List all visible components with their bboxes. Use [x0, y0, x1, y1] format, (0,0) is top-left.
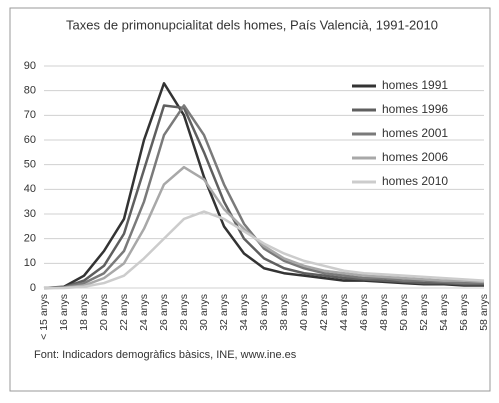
x-tick-label: 42 anys	[318, 294, 330, 331]
legend-label: homes 1991	[382, 78, 448, 92]
x-tick-label: 52 anys	[418, 294, 430, 331]
chart-title: Taxes de primonupcialitat dels homes, Pa…	[66, 17, 438, 32]
y-tick-label: 60	[24, 134, 36, 146]
x-tick-label: 48 anys	[378, 294, 390, 331]
x-tick-label: 18 anys	[78, 294, 90, 331]
y-tick-label: 10	[24, 257, 36, 269]
line-series	[43, 165, 485, 290]
x-tick-label: 16 anys	[58, 294, 70, 331]
x-tick-label: 28 anys	[178, 294, 190, 331]
y-tick-label: 0	[30, 282, 36, 294]
y-tick-label: 70	[24, 109, 36, 121]
x-tick-label: < 15 anys	[38, 294, 50, 340]
x-tick-label: 26 anys	[158, 294, 170, 331]
x-tick-label: 56 anys	[458, 294, 470, 331]
line-series	[43, 104, 484, 290]
legend-label: homes 1996	[382, 102, 448, 116]
line-series	[43, 104, 484, 290]
y-tick-label: 30	[24, 208, 36, 220]
legend-label: homes 2001	[382, 126, 448, 140]
x-tick-label: 24 anys	[138, 294, 150, 331]
x-tick-label: 40 anys	[298, 294, 310, 331]
x-tick-label: 38 anys	[278, 294, 290, 331]
x-tick-label: 32 anys	[218, 294, 230, 331]
y-tick-label: 90	[24, 60, 36, 72]
y-tick-label: 40	[24, 183, 36, 195]
y-tick-label: 50	[24, 159, 36, 171]
x-tick-label: 36 anys	[258, 294, 270, 331]
source-note: Font: Indicadors demogràfics bàsics, INE…	[34, 349, 297, 361]
y-tick-label: 80	[24, 85, 36, 97]
line-series	[44, 210, 485, 290]
x-tick-label: 50 anys	[398, 294, 410, 331]
x-tick-label: 58 anys	[478, 294, 490, 331]
x-tick-label: 34 anys	[238, 294, 250, 331]
x-tick-label: 30 anys	[198, 294, 210, 331]
y-tick-label: 20	[24, 233, 36, 245]
legend-label: homes 2010	[382, 174, 448, 188]
x-tick-label: 22 anys	[118, 294, 130, 331]
x-tick-label: 44 anys	[338, 294, 350, 331]
legend-label: homes 2006	[382, 150, 448, 164]
frame	[9, 7, 491, 392]
x-tick-label: 20 anys	[98, 294, 110, 331]
x-tick-label: 54 anys	[438, 294, 450, 331]
x-tick-label: 46 anys	[358, 294, 370, 331]
